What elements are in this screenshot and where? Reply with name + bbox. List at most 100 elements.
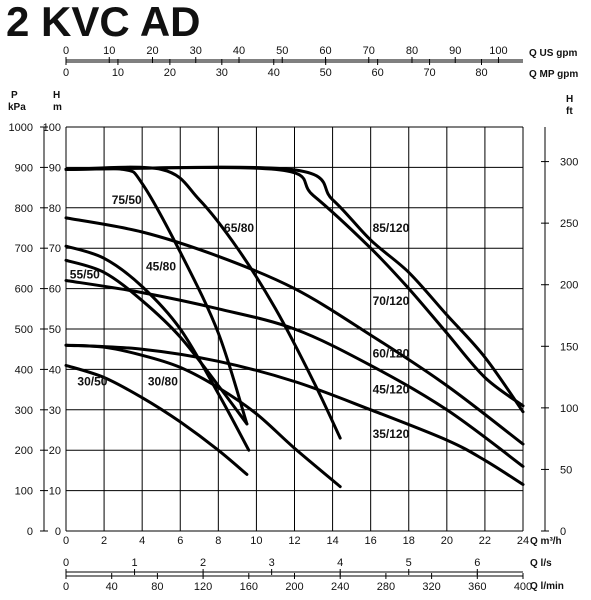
y-tick-label-m: 70	[49, 243, 61, 255]
left-outer-label-kpa: kPa	[8, 102, 26, 113]
curve-30-50	[64, 363, 249, 476]
lmin-axis-tick-label: 280	[377, 581, 395, 593]
lmin-axis-tick-label: 40	[106, 581, 118, 593]
x-tick-label-m3h: 16	[365, 535, 377, 547]
left-inner-label-m: m	[53, 102, 62, 113]
ls-axis-tick-label: 5	[406, 557, 412, 569]
mpgpm-axis-tick-label: 0	[63, 67, 69, 79]
x-tick-label-m3h: 24	[517, 535, 529, 547]
lmin-axis-tick-label: 200	[285, 581, 303, 593]
x-tick-label-m3h: 4	[139, 535, 145, 547]
y-tick-label-ft: 150	[560, 341, 578, 353]
usgpm-axis-tick-label: 60	[319, 45, 331, 57]
y-tick-label-kpa: 1000	[9, 122, 33, 134]
usgpm-axis-tick-label: 40	[233, 45, 245, 57]
mpgpm-axis-tick-label: 20	[164, 67, 176, 79]
usgpm-axis-tick-label: 0	[63, 45, 69, 57]
y-tick-label-ft: 250	[560, 218, 578, 230]
curve-45-80	[64, 258, 249, 426]
curve-label-85-120: 85/120	[373, 221, 410, 235]
curve-85-120	[64, 165, 525, 414]
x-tick-label-m3h: 22	[479, 535, 491, 547]
usgpm-axis-tick-label: 100	[489, 45, 507, 57]
curve-45-120	[64, 279, 525, 468]
curve-label-45-80: 45/80	[146, 259, 176, 273]
y-tick-label-m: 100	[43, 122, 61, 134]
x-tick-label-m3h: 6	[177, 535, 183, 547]
curve-label-45-120: 45/120	[373, 383, 410, 397]
lmin-axis-tick-label: 120	[194, 581, 212, 593]
y-tick-label-kpa: 0	[27, 526, 33, 538]
mpgpm-axis-tick-label: 10	[112, 67, 124, 79]
y-tick-label-m: 0	[55, 526, 61, 538]
x-tick-label-m3h: 12	[288, 535, 300, 547]
ls-axis-tick-label: 6	[474, 557, 480, 569]
curve-label-55-50: 55/50	[70, 268, 100, 282]
curve-label-30-50: 30/50	[77, 375, 107, 389]
y-tick-label-m: 30	[49, 405, 61, 417]
mpgpm-axis-tick-label: 70	[423, 67, 435, 79]
y-tick-label-m: 60	[49, 284, 61, 296]
y-tick-label-ft: 200	[560, 280, 578, 292]
curve-label-75-50: 75/50	[112, 193, 142, 207]
y-tick-label-kpa: 700	[15, 243, 33, 255]
y-tick-label-kpa: 400	[15, 364, 33, 376]
usgpm-axis-tick-label: 10	[103, 45, 115, 57]
bottom-axis-label-lmin: Q l/min	[530, 581, 564, 592]
bottom-axis-label-m3h: Q m³/h	[530, 536, 562, 547]
x-tick-label-m3h: 18	[403, 535, 415, 547]
mpgpm-axis-tick-label: 30	[216, 67, 228, 79]
usgpm-axis-tick-label: 50	[276, 45, 288, 57]
chart-title: 2 KVC AD	[6, 0, 200, 45]
right-label-h: H	[566, 94, 573, 105]
ls-axis-tick-label: 1	[131, 557, 137, 569]
y-tick-label-m: 80	[49, 203, 61, 215]
x-tick-label-m3h: 10	[250, 535, 262, 547]
x-tick-label-m3h: 14	[326, 535, 338, 547]
ls-axis-tick-label: 3	[269, 557, 275, 569]
usgpm-axis-tick-label: 90	[449, 45, 461, 57]
y-tick-label-m: 20	[49, 445, 61, 457]
curve-label-30-80: 30/80	[148, 375, 178, 389]
lmin-axis-tick-label: 320	[422, 581, 440, 593]
axes: 0 2 4 6 8 10 12 14 16 18 20 22 240102030405060708090…	[9, 45, 579, 593]
y-tick-label-ft: 50	[560, 464, 572, 476]
top-axis-label-mpgpm: Q MP gpm	[529, 69, 578, 80]
usgpm-axis-tick-label: 70	[363, 45, 375, 57]
y-tick-label-ft: 0	[560, 526, 566, 538]
y-tick-label-ft: 100	[560, 403, 578, 415]
mpgpm-axis-tick-label: 60	[372, 67, 384, 79]
x-tick-label-m3h: 2	[101, 535, 107, 547]
bottom-axis-label-ls: Q l/s	[530, 558, 552, 569]
curve-60-120	[64, 216, 525, 446]
y-tick-label-kpa: 500	[15, 324, 33, 336]
y-tick-label-ft: 300	[560, 157, 578, 169]
lmin-axis-tick-label: 240	[331, 581, 349, 593]
right-label-ft: ft	[566, 106, 573, 117]
mpgpm-axis-tick-label: 50	[320, 67, 332, 79]
y-tick-label-kpa: 800	[15, 203, 33, 215]
usgpm-axis-tick-label: 20	[146, 45, 158, 57]
mpgpm-axis-tick-label: 40	[268, 67, 280, 79]
mpgpm-axis-tick-label: 80	[475, 67, 487, 79]
top-axis-label-usgpm: Q US gpm	[529, 48, 577, 59]
y-tick-label-m: 10	[49, 486, 61, 498]
y-tick-label-kpa: 900	[15, 162, 33, 174]
x-tick-label-m3h: 8	[215, 535, 221, 547]
performance-curves	[64, 165, 525, 489]
curve-labels: 30/50 30/80 35/120 45/80 45/120 55/50 60/120 65…	[70, 193, 410, 441]
ls-axis-tick-label: 4	[337, 557, 343, 569]
plot-grid	[65, 126, 524, 532]
y-tick-label-kpa: 300	[15, 405, 33, 417]
usgpm-axis-tick-label: 30	[190, 45, 202, 57]
usgpm-axis-tick-label: 80	[406, 45, 418, 57]
curve-label-70-120: 70/120	[373, 294, 410, 308]
y-tick-label-m: 90	[49, 162, 61, 174]
curve-label-65-80: 65/80	[224, 221, 254, 235]
y-tick-label-kpa: 600	[15, 284, 33, 296]
curve-55-50	[64, 244, 251, 452]
axis-titles: Q US gpm Q MP gpm Q m³/h Q l/s Q l/min P…	[8, 48, 578, 592]
lmin-axis-tick-label: 360	[468, 581, 486, 593]
lmin-axis-tick-label: 400	[514, 581, 532, 593]
